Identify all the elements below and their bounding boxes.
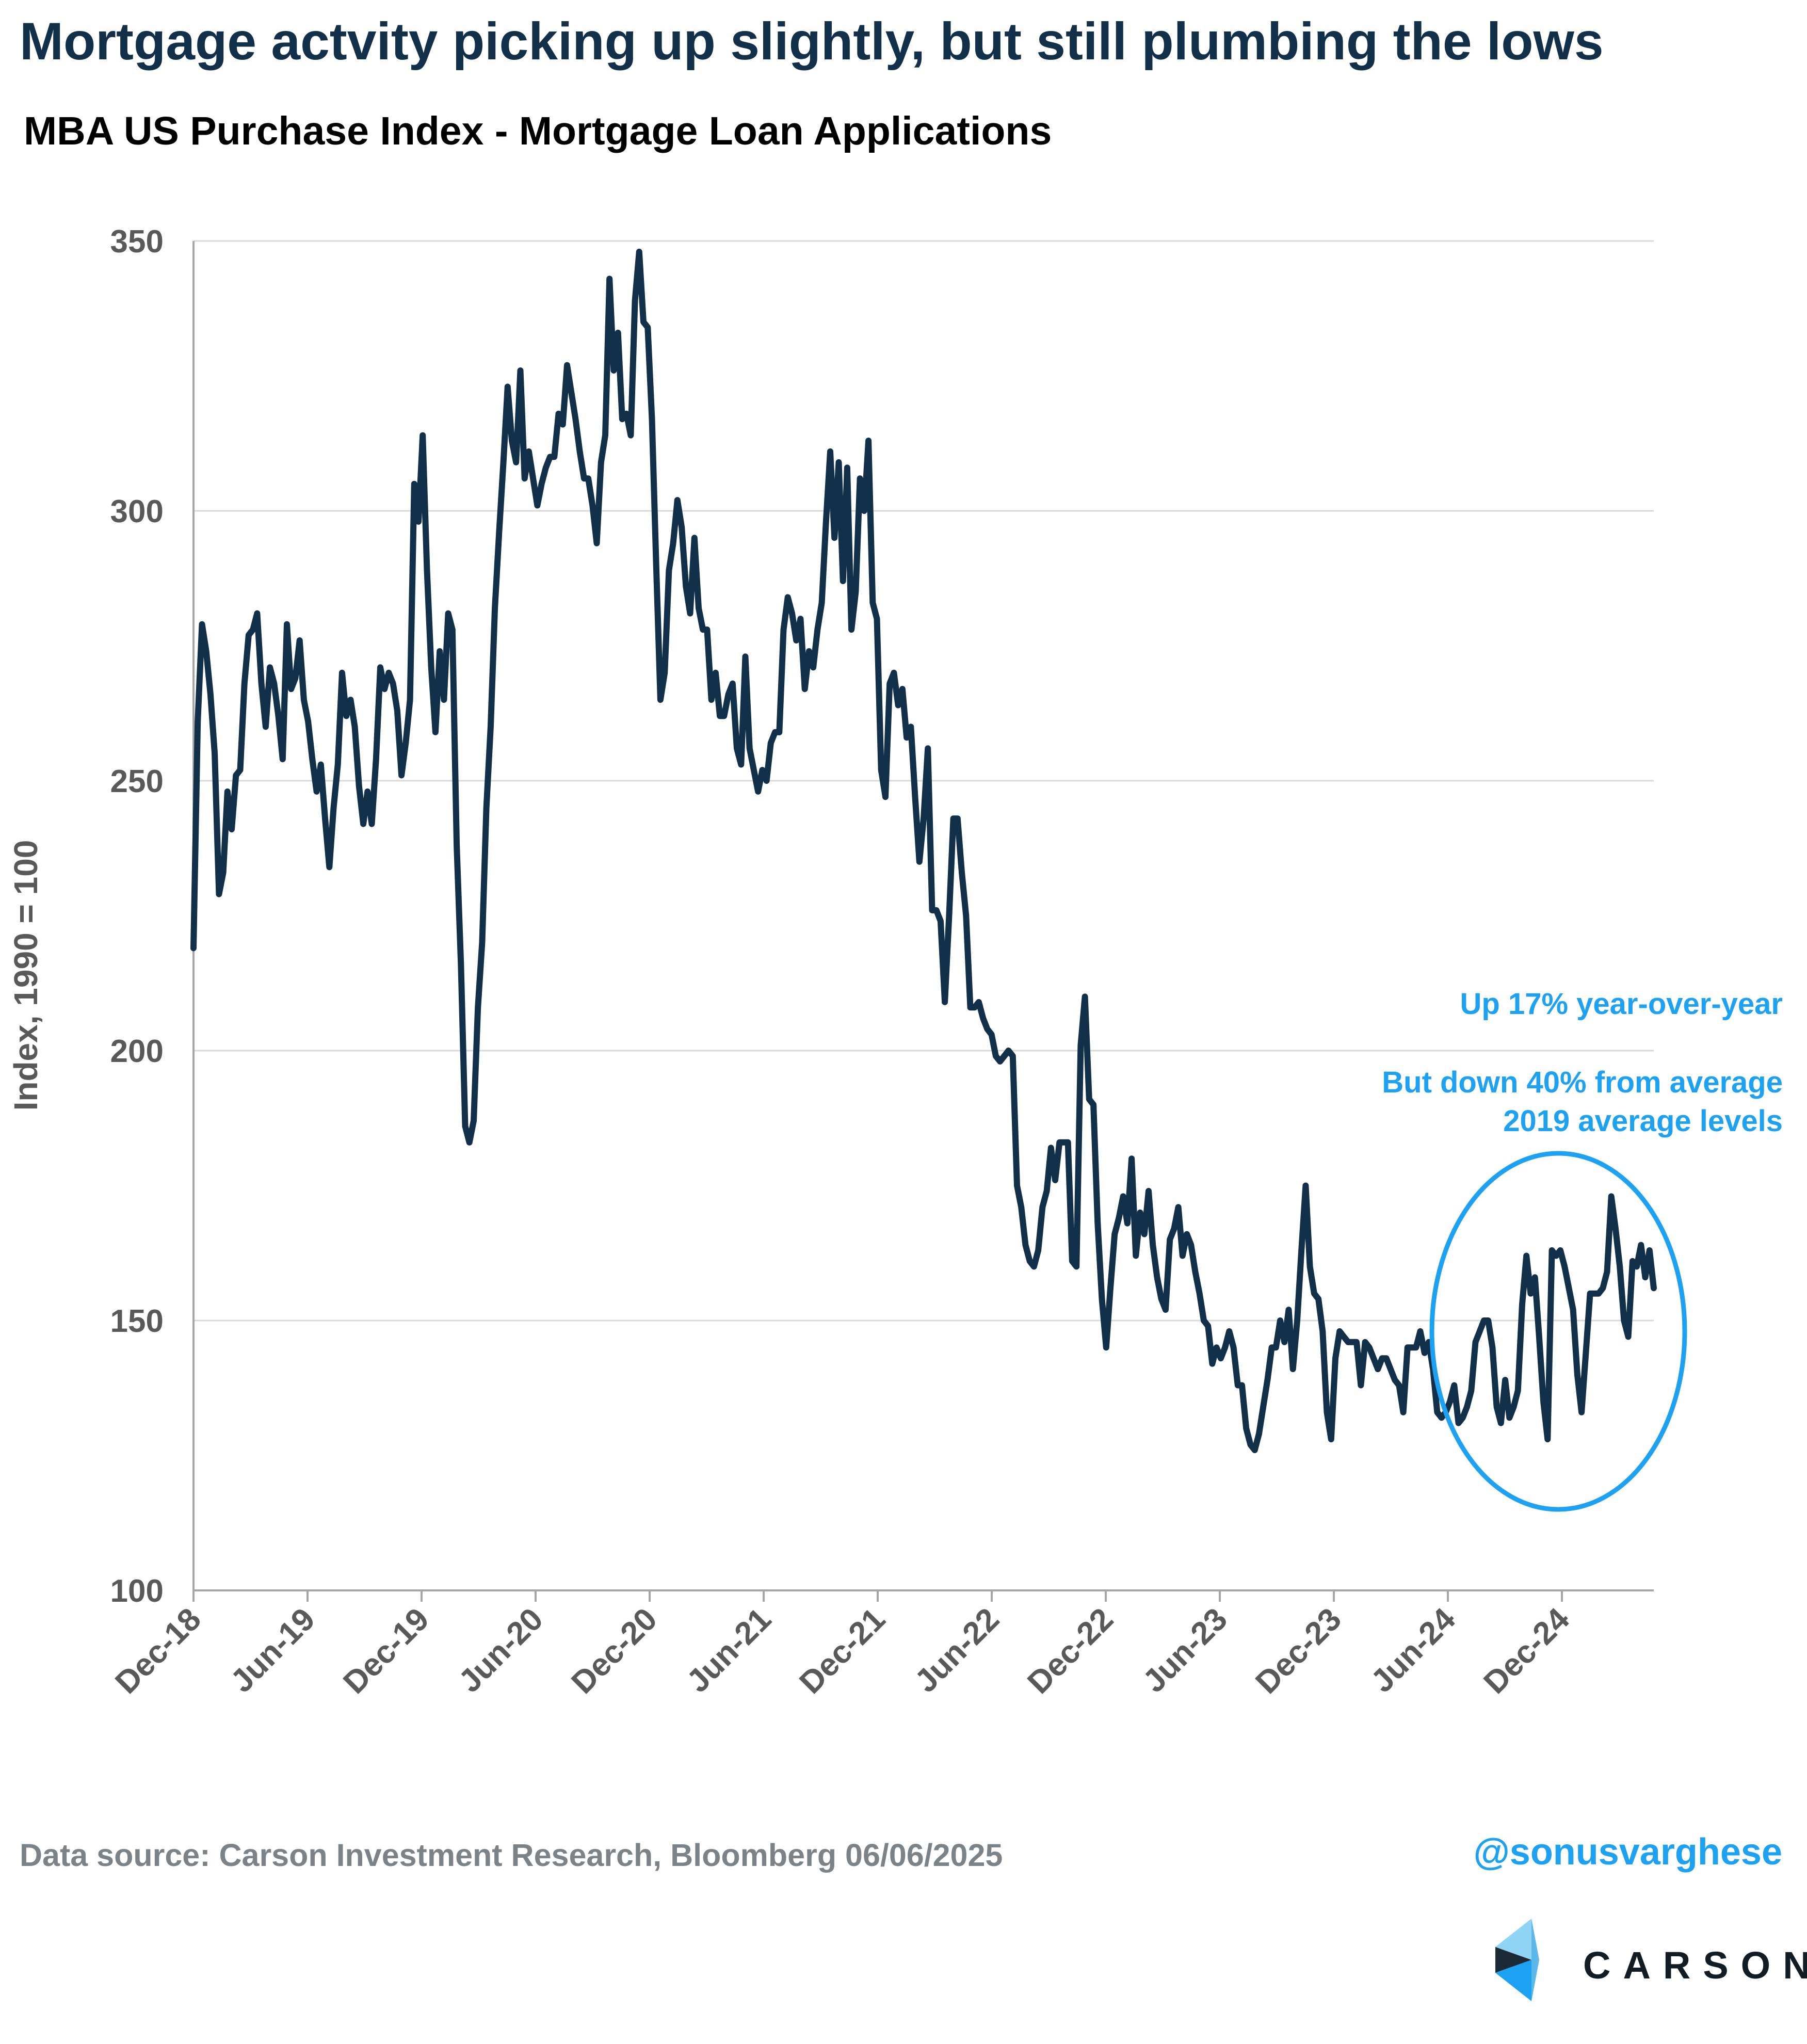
series-line — [190, 248, 1657, 1453]
x-tick-label: Dec-19 — [336, 1601, 436, 1701]
y-tick-label: 150 — [110, 1303, 164, 1339]
chart-title: Mortgage actvity picking up slightly, bu… — [20, 12, 1604, 71]
x-axis-ticks: Dec-18 Jun-19 Dec-19 Jun-20 Dec-20 Jun-21 Dec-… — [108, 1590, 1576, 1701]
author-handle[interactable]: @sonusvarghese — [1473, 1831, 1782, 1873]
x-tick-label: Jun-19 — [224, 1601, 322, 1699]
highlight-ellipse — [1429, 1151, 1687, 1512]
annotation-down-line1: But down 40% from average — [1382, 1066, 1783, 1099]
carson-logo-icon — [1495, 1919, 1539, 2001]
x-tick-label: Jun-22 — [908, 1601, 1006, 1699]
annotation-yoy: Up 17% year-over-year — [1460, 987, 1783, 1021]
x-tick-label: Dec-22 — [1021, 1601, 1120, 1701]
x-tick-label: Dec-18 — [108, 1601, 208, 1701]
carson-logo-text: CARSON — [1583, 1944, 1807, 1987]
x-tick-label: Dec-21 — [793, 1601, 892, 1701]
y-axis-ticks: 350 300 250 200 150 100 — [110, 224, 164, 1609]
annotation-down-line2: 2019 average levels — [1503, 1104, 1783, 1138]
x-tick-label: Jun-24 — [1364, 1601, 1462, 1699]
carson-logo: CARSON — [1495, 1919, 1807, 2001]
x-tick-label: Jun-23 — [1136, 1601, 1234, 1699]
y-tick-label: 300 — [110, 494, 164, 529]
x-tick-label: Dec-24 — [1477, 1601, 1576, 1701]
y-tick-label: 100 — [110, 1573, 164, 1609]
y-tick-label: 200 — [110, 1034, 164, 1069]
y-tick-label: 350 — [110, 224, 164, 260]
chart-subtitle: MBA US Purchase Index - Mortgage Loan Ap… — [24, 109, 1052, 153]
x-tick-label: Dec-20 — [564, 1601, 664, 1701]
x-tick-label: Jun-21 — [680, 1601, 778, 1699]
x-tick-label: Dec-23 — [1249, 1601, 1348, 1701]
x-tick-label: Jun-20 — [452, 1601, 550, 1699]
data-source-note: Data source: Carson Investment Research,… — [20, 1838, 1003, 1873]
y-axis-label: Index, 1990 = 100 — [7, 840, 44, 1111]
y-tick-label: 250 — [110, 764, 164, 799]
